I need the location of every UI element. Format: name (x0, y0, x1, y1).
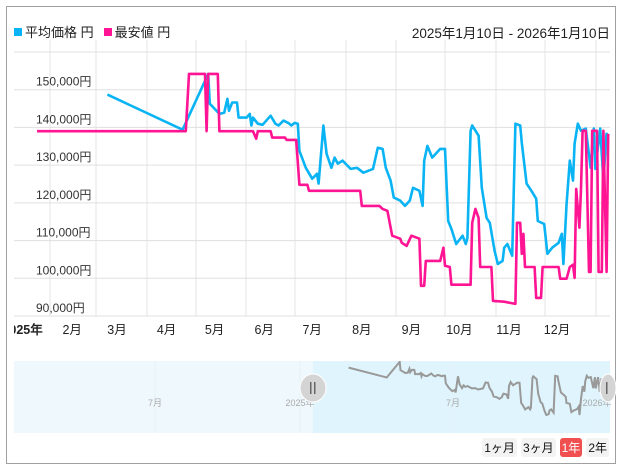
series-lines (37, 72, 610, 306)
x-tick-label: 11月 (496, 323, 521, 337)
x-tick-label: 6月 (254, 323, 273, 337)
date-range: 2025年1月10日 - 2026年1月10日 (411, 26, 610, 41)
grid (14, 40, 610, 317)
x-tick-label: 3月 (107, 323, 126, 337)
navigator-label: 2026年 (582, 397, 611, 408)
navigator-series-line (348, 361, 603, 417)
navigator-label: 7月 (148, 398, 162, 408)
y-tick-label: 90,000円 (36, 301, 85, 315)
y-tick-label: 120,000円 (36, 188, 91, 202)
navigator[interactable]: 7月 2025年 7月 2026年 (14, 361, 617, 433)
average-price-line (106, 72, 608, 266)
navigator-right-handle[interactable] (599, 373, 617, 403)
y-tick-label: 100,000円 (36, 263, 91, 277)
x-tick-label: 12月 (544, 323, 570, 337)
x-tick-label: 9月 (402, 323, 421, 337)
legend-label: 平均価格 円 (25, 25, 94, 40)
range-selector: 1ヶ月 3ヶ月 1年 2年 (482, 438, 609, 457)
chart-frame (6, 6, 616, 464)
x-tick-label: 4月 (157, 323, 176, 337)
x-tick-label: 10月 (446, 323, 472, 337)
range-button-1-month[interactable]: 1ヶ月 (482, 438, 517, 457)
legend: 平均価格 円 最安値 円 (14, 22, 170, 41)
y-tick-label: 150,000円 (36, 75, 91, 89)
x-axis: 2025年 2月 3月 4月 5月 6月 7月 8月 9月 10月 11月 12月 (2, 322, 570, 337)
lowest-swatch-icon (103, 27, 112, 36)
x-tick-label: 7月 (302, 323, 321, 337)
x-tick-label: 2月 (62, 323, 81, 337)
range-button-3-months[interactable]: 3ヶ月 (520, 438, 556, 457)
x-tick-label: 5月 (205, 323, 224, 337)
legend-item-lowest[interactable]: 最安値 円 (103, 22, 171, 41)
range-button-2-years[interactable]: 2年 (586, 438, 609, 457)
navigator-left-handle[interactable] (299, 373, 327, 403)
x-tick-label: 2025年 (2, 322, 43, 337)
navigator-label: 7月 (446, 398, 460, 408)
legend-label: 最安値 円 (114, 25, 171, 40)
lowest-price-line (37, 72, 610, 306)
x-tick-label: 8月 (352, 323, 371, 337)
y-axis: 90,000円 100,000円 110,000円 120,000円 130,000円 1… (36, 75, 91, 315)
y-tick-label: 130,000円 (36, 150, 91, 164)
legend-item-average[interactable]: 平均価格 円 (14, 22, 94, 41)
average-swatch-icon (14, 27, 22, 36)
range-button-1-year[interactable]: 1年 (559, 438, 583, 457)
y-tick-label: 110,000円 (36, 226, 91, 240)
navigator-label: 2025年 (285, 397, 314, 408)
navigator-selected-range[interactable] (313, 361, 610, 433)
y-tick-label: 140,000円 (36, 112, 91, 126)
